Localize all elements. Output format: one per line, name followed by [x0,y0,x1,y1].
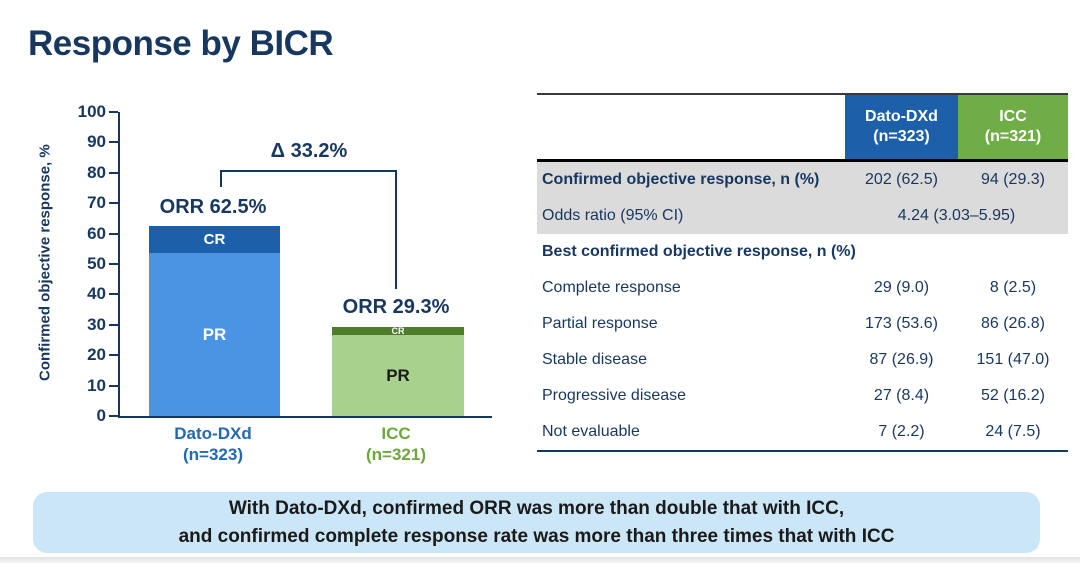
table-row: Partial response 173 (53.6) 86 (26.8) [537,306,1068,342]
cr-segment-icc: CR [332,326,464,336]
table-row: Progressive disease 27 (8.4) 52 (16.2) [537,378,1068,414]
y-axis-tick-mark [109,171,118,174]
table-body: Confirmed objective response, n (%) 202 (… [537,162,1068,452]
orr-label-dato: ORR 62.5% [159,196,267,218]
orr-label-icc: ORR 29.3% [342,296,450,318]
cr-segment-label: CR [391,326,405,336]
bar-icc: CR PR [332,326,464,416]
y-axis-tick-label: 90 [87,132,106,152]
table-row: Complete response 29 (9.0) 8 (2.5) [537,270,1068,306]
cell-icc: 24 (7.5) [985,423,1041,440]
page-title: Response by BICR [28,24,334,63]
pr-segment-label: PR [386,365,410,385]
y-axis-tick-label: 30 [87,314,106,334]
y-axis-tick-mark [109,202,118,205]
table-row: Stable disease 87 (26.9) 151 (47.0) [537,342,1068,378]
y-axis-tick-mark [109,323,118,326]
table-row: Best confirmed objective response, n (%) [537,234,1068,270]
y-axis-tick-mark [109,232,118,235]
column-header-text: (n=323) [873,128,930,145]
row-label: Not evaluable [542,423,640,440]
delta-bracket [395,170,397,289]
delta-label: Δ 33.2% [270,140,348,162]
row-label: Partial response [542,315,658,332]
y-axis-tick-label: 70 [87,193,106,213]
category-label-dato: Dato-DXd (n=323) [131,423,295,465]
column-header-icc: ICC (n=321) [958,95,1068,159]
row-label: Confirmed objective response, n (%) [542,171,820,188]
table-row: Not evaluable 7 (2.2) 24 (7.5) [537,414,1068,450]
cell-icc: 52 (16.2) [980,387,1046,404]
cell-dato: 7 (2.2) [878,423,925,440]
category-name: Dato-DXd [174,424,252,443]
cr-segment-dato: CR [149,226,280,253]
y-axis-tick-mark [109,384,118,387]
column-header-text: Dato-DXd [865,108,938,125]
cell-dato: 173 (53.6) [865,315,938,332]
row-label: Complete response [542,279,681,296]
cr-segment-label: CR [203,231,226,248]
y-axis-tick-label: 100 [77,102,106,121]
cell-dato: 87 (26.9) [869,351,934,368]
bottom-edge-strip [0,557,1080,563]
y-axis-label: Confirmed objective response, % [36,144,54,382]
category-n: (n=321) [366,445,426,464]
cell-icc: 8 (2.5) [989,279,1037,296]
delta-bracket [220,170,397,172]
results-table: Dato-DXd (n=323) ICC (n=321) Confirmed o… [537,93,1068,452]
table-row: Confirmed objective response, n (%) 202 (… [537,162,1068,198]
pr-segment-label: PR [202,324,227,344]
category-n: (n=323) [183,445,243,464]
summary-banner: With Dato-DXd, confirmed ORR was more th… [33,492,1040,553]
y-axis-tick-label: 10 [87,375,106,395]
pr-segment-icc: PR [332,335,464,416]
cell-dato: 29 (9.0) [873,279,930,296]
category-label-icc: ICC (n=321) [314,423,478,465]
bar-dato-dxd: CR PR [149,226,280,416]
table-row: Odds ratio (95% CI) 4.24 (3.03–5.95) [537,198,1068,234]
cell-icc: 94 (29.3) [980,171,1046,188]
y-axis-tick-label: 20 [87,345,106,365]
category-name: ICC [381,424,411,443]
row-label: Odds ratio (95% CI) [542,207,684,224]
pr-segment-dato: PR [149,253,280,416]
cell-dato: 202 (62.5) [865,171,938,188]
y-axis-tick-label: 80 [87,162,106,182]
y-axis-tick-mark [109,141,118,144]
section-header-label: Best confirmed objective response, n (%) [542,243,856,260]
y-axis-tick-mark [109,415,118,417]
cell-icc: 86 (26.8) [980,315,1046,332]
y-axis-tick-mark [109,111,118,113]
y-axis-tick-label: 0 [96,406,106,425]
column-header-dato: Dato-DXd (n=323) [845,95,958,159]
column-header-empty [537,95,845,159]
cell-dato: 27 (8.4) [873,387,930,404]
bar-chart-plot-area: 0 10 20 30 40 50 60 70 80 90 100 CR PR CR PR [78,102,492,425]
table-header-row: Dato-DXd (n=323) ICC (n=321) [537,95,1068,162]
y-axis-tick-mark [109,263,118,265]
y-axis-tick-label: 60 [87,223,106,243]
merged-value-cell: 4.24 (3.03–5.95) [897,207,1016,224]
y-axis-tick-label: 40 [87,284,106,304]
row-label: Stable disease [542,351,647,368]
cell-icc: 151 (47.0) [976,351,1050,368]
column-header-text: (n=321) [984,128,1042,145]
y-axis-tick-mark [109,354,118,357]
column-header-text: ICC [999,108,1027,125]
y-axis-tick-mark [109,293,118,296]
delta-bracket [220,170,222,187]
row-label: Progressive disease [542,387,687,404]
y-axis-tick-label: 50 [87,254,106,273]
summary-line-1: With Dato-DXd, confirmed ORR was more th… [228,497,845,519]
summary-line-2: and confirmed complete response rate was… [178,525,895,547]
